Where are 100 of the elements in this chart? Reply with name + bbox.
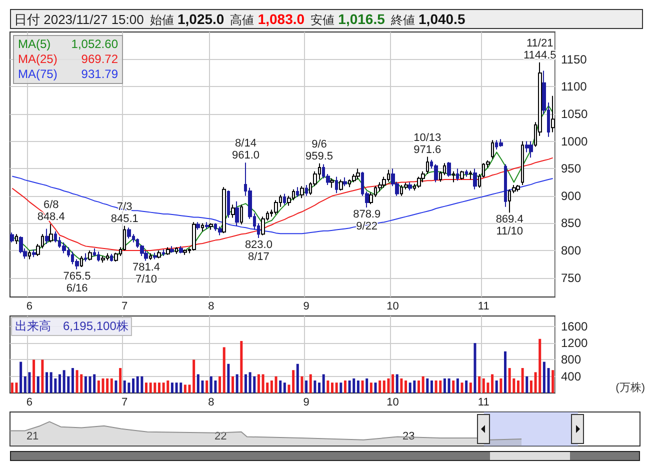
bar	[426, 378, 429, 393]
line-series	[12, 105, 554, 261]
bar	[378, 380, 382, 393]
bar	[486, 382, 490, 393]
bar	[340, 382, 342, 393]
candlestick	[28, 250, 31, 260]
bar	[128, 382, 130, 393]
bar	[10, 382, 14, 393]
bar	[93, 374, 96, 393]
candlestick	[305, 184, 308, 196]
y-tick-label: 750	[561, 270, 582, 285]
x-tick-label: 21	[26, 430, 39, 442]
bar	[232, 376, 234, 393]
candlestick	[426, 156, 429, 175]
bar	[474, 343, 476, 393]
bar	[41, 360, 44, 393]
bar	[469, 382, 472, 393]
bar	[547, 368, 550, 393]
bar	[110, 378, 113, 393]
candlestick	[231, 204, 235, 218]
candlestick	[10, 232, 14, 243]
bar	[170, 382, 174, 393]
text: 終値	[390, 13, 415, 27]
text: 安値	[310, 13, 335, 27]
candlestick	[529, 140, 533, 158]
bar	[430, 380, 433, 393]
bar	[136, 376, 139, 393]
y-tick-label: 800	[561, 352, 582, 367]
candlestick	[157, 250, 161, 259]
candlestick	[201, 222, 204, 232]
bar	[413, 380, 416, 393]
annotation: 869.4 11/10	[496, 214, 524, 238]
candlestick	[456, 168, 459, 182]
bar	[305, 380, 308, 393]
bar	[106, 378, 109, 393]
candlestick	[296, 186, 299, 198]
bar	[382, 380, 386, 393]
text: 始値	[150, 13, 174, 27]
bar	[248, 372, 252, 393]
annotation: 931.79	[81, 67, 118, 82]
candlestick	[356, 168, 360, 180]
bar	[521, 368, 524, 393]
bar	[15, 382, 18, 393]
candlestick	[408, 182, 412, 191]
candlestick	[222, 186, 226, 234]
bar	[478, 376, 481, 393]
bar	[292, 370, 295, 393]
candlestick	[335, 176, 338, 194]
bar	[465, 380, 468, 393]
bar	[244, 374, 247, 393]
y-tick-label: 1000	[561, 134, 588, 148]
bar	[404, 380, 408, 393]
y-tick-label: 850	[561, 216, 582, 230]
y-tick-label: 1050	[561, 106, 588, 121]
bar	[32, 360, 36, 393]
bar	[257, 374, 260, 393]
bar	[192, 360, 196, 393]
bar	[274, 376, 278, 393]
y-tick-label: 800	[561, 244, 582, 258]
y-tick-label: 900	[561, 188, 582, 203]
candlestick	[49, 224, 53, 243]
bar	[344, 380, 346, 393]
candlestick	[460, 170, 464, 180]
text: 1,025.0	[177, 11, 224, 27]
candlestick	[343, 176, 347, 187]
candlestick	[521, 140, 524, 186]
candlestick	[97, 251, 100, 262]
x-tick-label: 7	[122, 300, 128, 312]
bar	[516, 380, 520, 393]
bar	[439, 380, 442, 393]
bar	[162, 382, 165, 393]
bar	[418, 380, 420, 393]
candlestick	[175, 246, 178, 254]
candlestick	[110, 253, 113, 262]
bar	[119, 368, 122, 393]
bar	[88, 376, 92, 393]
candlestick	[32, 248, 36, 258]
bar	[356, 380, 360, 393]
bar	[184, 384, 186, 393]
bar	[456, 378, 459, 393]
bar	[175, 382, 178, 393]
candlestick	[434, 164, 438, 183]
bar	[352, 378, 356, 393]
y-tick-label: 1200	[561, 336, 588, 350]
bar	[262, 374, 264, 393]
bar	[210, 376, 212, 393]
candlestick	[465, 169, 468, 178]
bar	[140, 376, 144, 393]
x-tick-label: 11	[478, 396, 490, 408]
candlestick	[192, 222, 196, 252]
bar	[443, 378, 446, 393]
y-tick-label: 400	[561, 369, 582, 384]
bar	[36, 376, 40, 393]
bar	[253, 376, 256, 393]
bar	[552, 370, 554, 393]
text: 1,040.5	[418, 11, 466, 27]
bar	[80, 374, 83, 393]
bar	[508, 368, 511, 393]
annotation: 823.0 8/17	[244, 238, 272, 263]
line-series	[12, 176, 554, 234]
